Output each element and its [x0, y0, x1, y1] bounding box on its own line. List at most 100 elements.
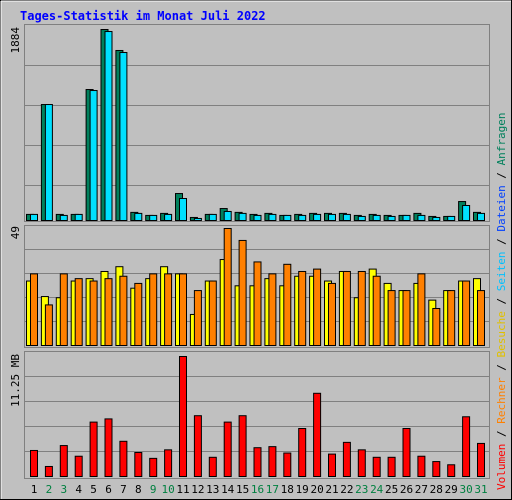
- x-tick-label: 28: [430, 483, 443, 496]
- legend-separator: /: [495, 424, 508, 444]
- x-tick-label: 26: [400, 483, 413, 496]
- legend-entry: Dateien: [495, 185, 508, 231]
- bar: [372, 456, 381, 477]
- bar: [462, 416, 471, 477]
- bar: [193, 217, 202, 221]
- bar: [477, 212, 485, 221]
- legend-separator: /: [495, 232, 508, 252]
- bar: [223, 228, 232, 346]
- x-tick-label: 12: [191, 483, 204, 496]
- bar: [298, 270, 307, 346]
- bar: [208, 456, 217, 477]
- bar: [179, 198, 187, 222]
- bar: [193, 415, 202, 478]
- bar: [357, 449, 366, 478]
- legend-separator: /: [495, 291, 508, 311]
- x-tick-label: 20: [310, 483, 323, 496]
- bar: [298, 428, 307, 477]
- x-tick-label: 15: [236, 483, 249, 496]
- x-tick-label: 27: [415, 483, 428, 496]
- bar: [208, 213, 217, 221]
- bar: [447, 215, 456, 221]
- bar: [268, 213, 277, 221]
- bar: [134, 282, 143, 346]
- chart-title: Tages-Statistik im Monat Juli 2022: [20, 9, 266, 23]
- bar: [313, 392, 322, 477]
- bar: [432, 307, 441, 347]
- bar: [253, 261, 262, 346]
- x-tick-label: 9: [150, 483, 157, 496]
- x-tick-label: 4: [75, 483, 82, 496]
- bar: [44, 304, 53, 347]
- bar: [119, 52, 128, 221]
- x-tick-label: 8: [135, 483, 142, 496]
- bar: [253, 214, 262, 222]
- bar: [238, 415, 247, 478]
- bar: [119, 440, 128, 477]
- bar: [179, 356, 187, 477]
- legend: Volumen / Rechner / Besuche / Seiten / D…: [495, 112, 508, 490]
- x-tick-label: 23: [355, 483, 368, 496]
- x-tick-label: 5: [90, 483, 97, 496]
- bar: [283, 263, 292, 346]
- bar: [462, 204, 471, 222]
- bar: [387, 290, 396, 346]
- bar: [432, 216, 441, 222]
- x-tick-label: 30: [459, 483, 472, 496]
- bar: [30, 273, 38, 346]
- bar: [104, 418, 113, 477]
- bar: [59, 214, 68, 222]
- y-tick-label: 1884: [9, 27, 22, 54]
- x-tick-label: 13: [206, 483, 219, 496]
- legend-entry: Anfragen: [495, 112, 508, 165]
- bar: [119, 275, 128, 346]
- bar: [149, 457, 158, 478]
- bar: [74, 213, 83, 221]
- bar: [342, 213, 351, 221]
- x-tick-label: 19: [296, 483, 309, 496]
- bar: [134, 452, 143, 477]
- bar: [74, 455, 83, 478]
- y-tick-label: 11.25 MB: [9, 354, 22, 407]
- bar: [372, 214, 381, 222]
- bar: [193, 290, 202, 346]
- bar: [44, 104, 53, 221]
- bar: [238, 239, 247, 347]
- bar: [417, 455, 426, 478]
- x-tick-label: 24: [370, 483, 384, 496]
- y-tick-label: 49: [9, 226, 22, 239]
- bar: [268, 273, 277, 346]
- x-tick-label: 22: [340, 483, 353, 496]
- bar: [164, 213, 173, 221]
- legend-entry: Seiten: [495, 252, 508, 292]
- bar: [477, 442, 485, 477]
- bar: [357, 215, 366, 221]
- x-tick-label: 10: [161, 483, 174, 496]
- bar: [342, 270, 351, 346]
- bar: [447, 290, 456, 346]
- bar: [387, 456, 396, 477]
- bar: [283, 452, 292, 477]
- legend-entry: Rechner: [495, 377, 508, 424]
- bar: [328, 213, 336, 221]
- bar: [223, 421, 232, 478]
- bar: [208, 280, 217, 346]
- x-tick-label: 1: [31, 483, 38, 496]
- bar: [387, 215, 396, 221]
- bar: [402, 428, 411, 477]
- bar: [30, 449, 38, 477]
- bar: [89, 421, 98, 478]
- bar: [328, 282, 336, 346]
- bar: [372, 275, 381, 346]
- bar: [149, 273, 158, 346]
- x-tick-label: 25: [385, 483, 398, 496]
- bar: [328, 453, 336, 478]
- bar: [432, 461, 441, 478]
- bar: [164, 449, 173, 478]
- legend-separator: /: [495, 165, 508, 185]
- bar: [89, 90, 98, 221]
- bar: [223, 210, 232, 221]
- bar: [134, 212, 143, 221]
- x-tick-label: 29: [445, 483, 458, 496]
